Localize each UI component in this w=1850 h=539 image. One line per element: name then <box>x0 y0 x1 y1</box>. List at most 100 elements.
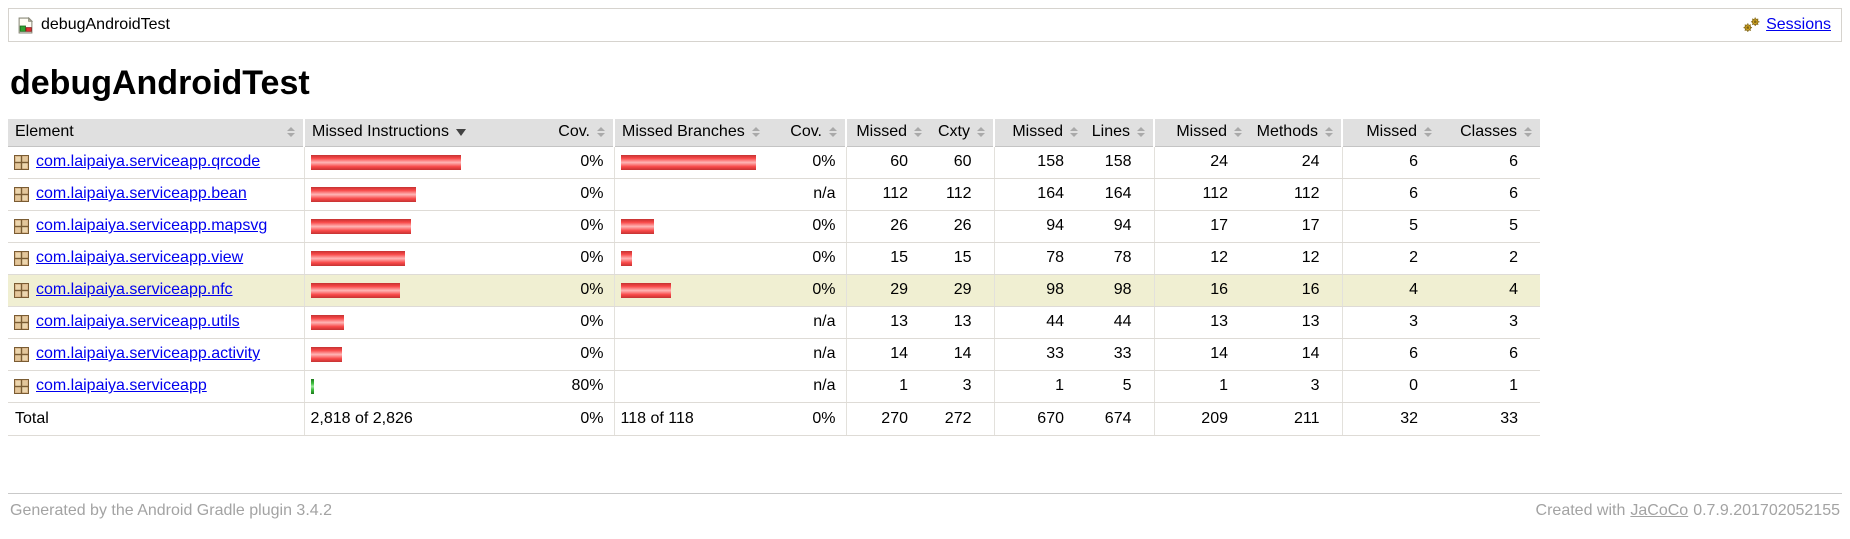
methods-value: 12 <box>1250 242 1342 275</box>
lines-value: 78 <box>1086 242 1154 275</box>
missed-lines-value: 44 <box>993 306 1086 339</box>
package-icon <box>14 378 29 394</box>
lines-value: 164 <box>1086 178 1154 211</box>
instruction-coverage: 0% <box>536 306 614 339</box>
header-branch-cov[interactable]: Cov. <box>766 119 846 147</box>
missed-classes-value: 6 <box>1341 146 1440 179</box>
missed-lines-value: 158 <box>993 146 1086 179</box>
header-element[interactable]: Element <box>8 119 304 147</box>
methods-value: 17 <box>1250 210 1342 243</box>
header-instruction-cov[interactable]: Cov. <box>536 119 614 147</box>
cxty-value: 15 <box>930 242 994 275</box>
missed-branches-bar <box>620 282 671 298</box>
instruction-coverage: 0% <box>536 242 614 275</box>
header-missed-lines[interactable]: Missed <box>993 119 1086 147</box>
methods-value: 24 <box>1250 146 1342 179</box>
instruction-coverage: 80% <box>536 370 614 403</box>
missed-lines-value: 94 <box>993 210 1086 243</box>
generated-by-text: Generated by the Android Gradle plugin 3… <box>10 501 332 519</box>
instruction-coverage: 0% <box>536 338 614 371</box>
total-branches: 118 of 118 <box>613 402 766 436</box>
package-icon <box>14 154 29 170</box>
header-classes[interactable]: Classes <box>1440 119 1540 147</box>
classes-value: 6 <box>1440 338 1540 371</box>
missed-methods-value: 14 <box>1153 338 1250 371</box>
sort-icon <box>751 127 760 138</box>
table-row: com.laipaiya.serviceapp.mapsvg 0% 0% 26 … <box>8 210 1540 243</box>
cxty-value: 26 <box>930 210 994 243</box>
missed-classes-value: 4 <box>1341 274 1440 307</box>
header-missed-cxty[interactable]: Missed <box>845 119 930 147</box>
header-missed-branches[interactable]: Missed Branches <box>613 119 766 147</box>
table-row: com.laipaiya.serviceapp.qrcode 0% 0% 60 … <box>8 146 1540 179</box>
lines-value: 94 <box>1086 210 1154 243</box>
sort-icon <box>1524 127 1532 138</box>
jacoco-version: 0.7.9.201702052155 <box>1693 501 1840 519</box>
header-lines[interactable]: Lines <box>1086 119 1154 147</box>
sort-icon <box>287 127 295 138</box>
instruction-coverage: 0% <box>536 178 614 211</box>
missed-cxty-value: 14 <box>845 338 930 371</box>
lines-value: 5 <box>1086 370 1154 403</box>
package-link[interactable]: com.laipaiya.serviceapp.nfc <box>36 281 233 298</box>
header-methods[interactable]: Methods <box>1250 119 1342 147</box>
total-label: Total <box>8 402 304 436</box>
lines-value: 33 <box>1086 338 1154 371</box>
total-missed-methods: 209 <box>1153 402 1250 436</box>
classes-value: 3 <box>1440 306 1540 339</box>
sessions-area: Sessions <box>1743 16 1831 34</box>
classes-value: 6 <box>1440 178 1540 211</box>
sort-desc-icon <box>455 128 466 136</box>
missed-methods-value: 12 <box>1153 242 1250 275</box>
missed-classes-value: 6 <box>1341 338 1440 371</box>
package-link[interactable]: com.laipaiya.serviceapp.activity <box>36 345 261 362</box>
table-row: com.laipaiya.serviceapp.bean 0% n/a 112 … <box>8 178 1540 211</box>
missed-classes-value: 0 <box>1341 370 1440 403</box>
missed-lines-value: 33 <box>993 338 1086 371</box>
sessions-link[interactable]: Sessions <box>1766 16 1831 33</box>
sort-icon <box>1424 127 1432 138</box>
package-link[interactable]: com.laipaiya.serviceapp.utils <box>36 313 240 330</box>
package-link[interactable]: com.laipaiya.serviceapp.view <box>36 249 244 266</box>
missed-methods-value: 13 <box>1153 306 1250 339</box>
sort-icon <box>1070 127 1078 138</box>
missed-branches-bar <box>620 250 632 266</box>
missed-lines-value: 78 <box>993 242 1086 275</box>
header-missed-methods[interactable]: Missed <box>1153 119 1250 147</box>
cxty-value: 112 <box>930 178 994 211</box>
package-link[interactable]: com.laipaiya.serviceapp.mapsvg <box>36 217 268 234</box>
total-missed-classes: 32 <box>1341 402 1440 436</box>
package-link[interactable]: com.laipaiya.serviceapp.bean <box>36 185 247 202</box>
coverage-table-body: com.laipaiya.serviceapp.qrcode 0% 0% 60 … <box>8 146 1540 403</box>
package-icon <box>14 186 29 202</box>
package-icon <box>14 346 29 362</box>
missed-instructions-bar <box>310 154 461 170</box>
total-classes: 33 <box>1440 402 1540 436</box>
header-missed-classes[interactable]: Missed <box>1341 119 1440 147</box>
missed-instructions-bar <box>310 250 405 266</box>
table-row: com.laipaiya.serviceapp.view 0% 0% 15 15… <box>8 242 1540 275</box>
cxty-value: 13 <box>930 306 994 339</box>
missed-lines-value: 164 <box>993 178 1086 211</box>
lines-value: 98 <box>1086 274 1154 307</box>
missed-classes-value: 6 <box>1341 178 1440 211</box>
missed-classes-value: 2 <box>1341 242 1440 275</box>
missed-branches-bar <box>620 218 654 234</box>
branch-coverage: 0% <box>766 242 846 275</box>
missed-cxty-value: 26 <box>845 210 930 243</box>
sort-icon <box>1137 127 1145 138</box>
branch-coverage: 0% <box>766 274 846 307</box>
header-cxty[interactable]: Cxty <box>930 119 994 147</box>
jacoco-link[interactable]: JaCoCo <box>1630 501 1689 519</box>
header-missed-instructions[interactable]: Missed Instructions <box>303 119 536 147</box>
package-link[interactable]: com.laipaiya.serviceapp <box>36 377 207 394</box>
methods-value: 16 <box>1250 274 1342 307</box>
missed-instructions-bar <box>310 186 416 202</box>
missed-branches-bar <box>620 154 756 170</box>
missed-cxty-value: 1 <box>845 370 930 403</box>
sort-icon <box>1325 127 1333 138</box>
classes-value: 6 <box>1440 146 1540 179</box>
package-link[interactable]: com.laipaiya.serviceapp.qrcode <box>36 153 261 170</box>
total-branch-coverage: 0% <box>766 402 846 436</box>
created-with-text: Created with JaCoCo 0.7.9.201702052155 <box>1535 501 1840 519</box>
